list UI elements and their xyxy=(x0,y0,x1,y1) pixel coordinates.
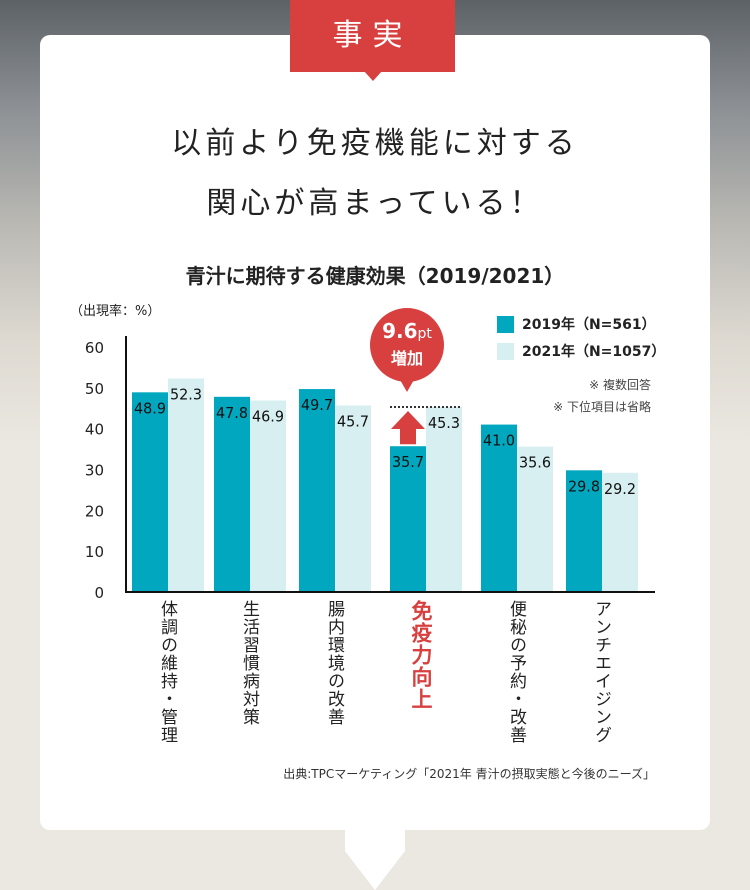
legend-2019: 2019年（N=561） xyxy=(497,314,656,334)
legend-label-2019: 2019年（N=561） xyxy=(522,317,656,333)
bar-2019 xyxy=(214,396,250,592)
data-label: 29.2 xyxy=(604,480,636,498)
legend-swatch-2021 xyxy=(497,342,514,360)
bar-2021 xyxy=(168,378,204,592)
data-label: 48.9 xyxy=(134,399,166,417)
note-multiple-answers: ※ 複数回答 xyxy=(589,378,651,392)
callout-unit: pt xyxy=(417,326,432,342)
category-label: 体調の維持・管理 xyxy=(157,600,177,744)
y-tick-label: 0 xyxy=(94,584,104,602)
data-label: 45.7 xyxy=(337,412,369,430)
data-label: 52.3 xyxy=(170,385,202,403)
data-label: 29.8 xyxy=(568,477,600,495)
bar-2019 xyxy=(132,392,168,592)
chart-title: 青汁に期待する健康効果（2019/2021） xyxy=(185,264,565,288)
data-label: 35.6 xyxy=(519,454,551,472)
bar-2019 xyxy=(390,446,426,592)
category-label: 腸内環境の改善 xyxy=(324,600,344,726)
legend-label-2021: 2021年（N=1057） xyxy=(522,344,666,360)
data-label: 46.9 xyxy=(252,407,284,425)
data-label: 35.7 xyxy=(392,453,424,471)
bar-2019 xyxy=(481,424,517,592)
fact-tag: 事実 xyxy=(290,0,455,72)
headline-line-1: 以前より免疫機能に対する xyxy=(171,126,579,161)
source-citation: 出典:TPCマーケティング「2021年 青汁の摂取実態と今後のニーズ」 xyxy=(283,767,655,781)
legend-2021: 2021年（N=1057） xyxy=(497,341,665,361)
bar-2021 xyxy=(250,400,286,592)
category-label: アンチエイジング xyxy=(591,600,611,744)
category-label: 免疫力向上 xyxy=(409,600,433,710)
y-axis-unit: （出現率：%） xyxy=(70,304,161,319)
data-label: 41.0 xyxy=(483,432,515,450)
y-tick-label: 20 xyxy=(85,502,104,520)
y-tick-label: 50 xyxy=(85,380,104,398)
bar-2021 xyxy=(426,407,462,592)
data-label: 49.7 xyxy=(301,396,333,414)
bar-2021 xyxy=(335,405,371,592)
tag-pointer xyxy=(364,71,382,81)
note-omitted: ※ 下位項目は省略 xyxy=(553,400,651,414)
bar-2021 xyxy=(517,446,553,592)
data-label: 47.8 xyxy=(216,404,248,422)
bar-2019 xyxy=(299,389,335,592)
increase-callout: 9.6pt 増加 xyxy=(370,308,444,382)
category-label: 便秘の予約・改善 xyxy=(506,600,526,744)
y-tick-label: 10 xyxy=(85,543,104,561)
y-tick-label: 30 xyxy=(85,462,104,480)
headline-line-2: 関心が高まっている！ xyxy=(206,186,544,221)
legend-swatch-2019 xyxy=(497,315,514,333)
up-arrow-icon xyxy=(391,411,425,445)
callout-value: 9.6 xyxy=(382,319,418,343)
bar-2021 xyxy=(602,472,638,592)
callout-text: 増加 xyxy=(390,349,423,368)
category-label: 生活習慣病対策 xyxy=(239,600,259,726)
bar-2019 xyxy=(566,470,602,592)
data-label: 45.3 xyxy=(428,414,460,432)
y-tick-label: 40 xyxy=(85,421,104,439)
y-tick-label: 60 xyxy=(85,339,104,357)
